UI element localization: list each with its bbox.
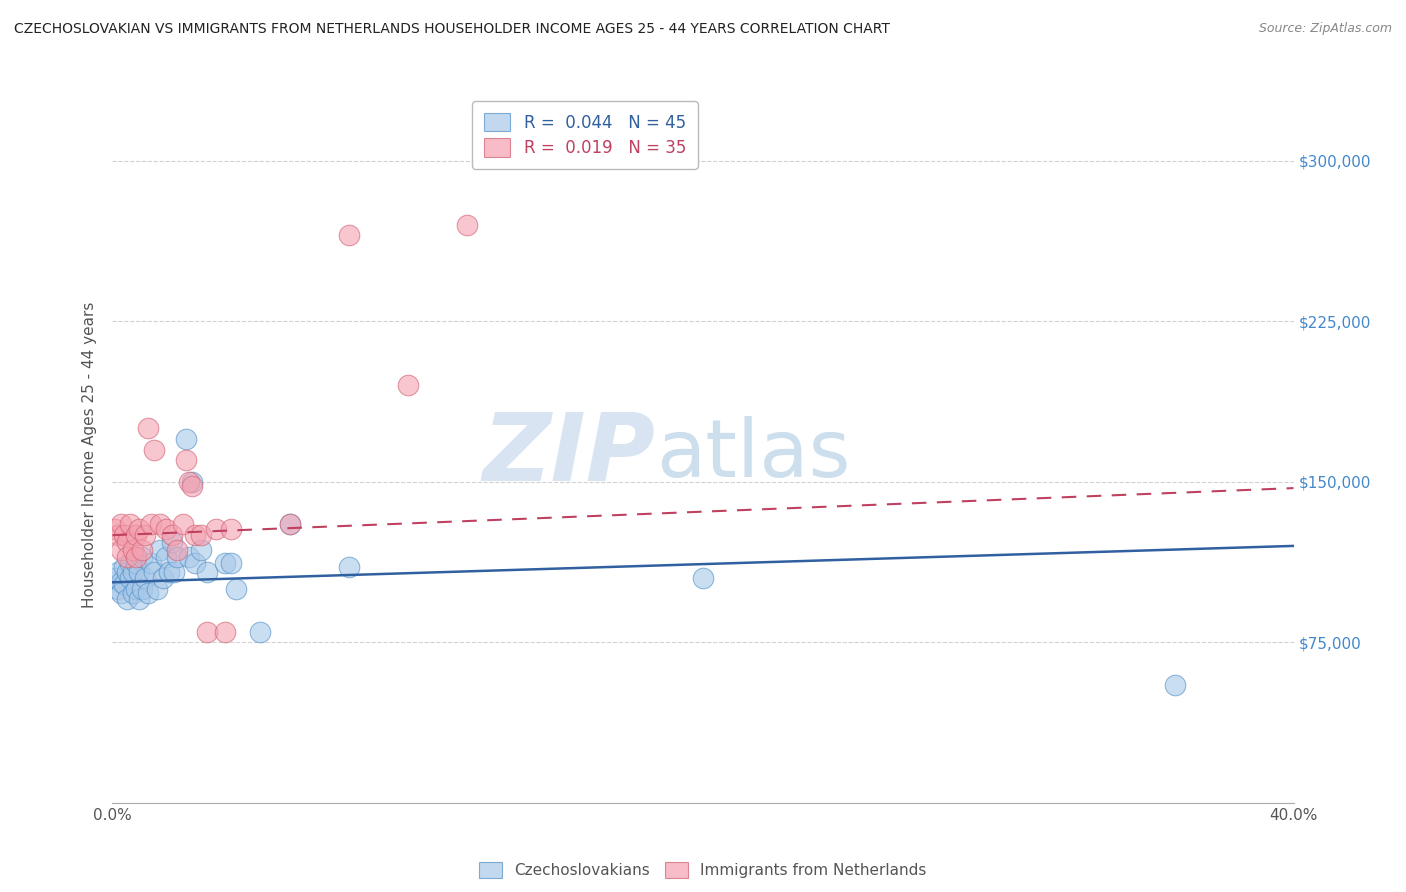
Point bbox=[179, 475, 201, 489]
Text: atlas: atlas bbox=[655, 416, 851, 494]
Point bbox=[190, 543, 212, 558]
Point bbox=[184, 556, 207, 570]
Point bbox=[125, 549, 148, 564]
Point bbox=[110, 543, 132, 558]
Point bbox=[120, 556, 142, 570]
Point bbox=[214, 556, 236, 570]
Point bbox=[120, 571, 142, 585]
Point bbox=[278, 517, 301, 532]
Point bbox=[163, 565, 186, 579]
Point bbox=[120, 517, 142, 532]
Point bbox=[155, 549, 177, 564]
Point bbox=[337, 228, 360, 243]
Text: ZIP: ZIP bbox=[482, 409, 655, 501]
Point bbox=[122, 565, 145, 579]
Legend: Czechoslovakians, Immigrants from Netherlands: Czechoslovakians, Immigrants from Nether… bbox=[471, 855, 935, 886]
Point bbox=[160, 534, 183, 549]
Point bbox=[157, 565, 180, 579]
Point bbox=[131, 549, 153, 564]
Point bbox=[128, 522, 150, 536]
Point bbox=[142, 565, 165, 579]
Point bbox=[104, 522, 127, 536]
Point bbox=[131, 543, 153, 558]
Point bbox=[692, 571, 714, 585]
Point bbox=[249, 624, 271, 639]
Point bbox=[134, 528, 156, 542]
Point bbox=[179, 549, 201, 564]
Point bbox=[184, 528, 207, 542]
Point bbox=[107, 582, 129, 596]
Point bbox=[181, 479, 204, 493]
Point bbox=[117, 534, 138, 549]
Point bbox=[122, 543, 145, 558]
Point bbox=[174, 432, 197, 446]
Point bbox=[146, 582, 169, 596]
Point bbox=[139, 556, 162, 570]
Point bbox=[110, 575, 132, 590]
Text: Source: ZipAtlas.com: Source: ZipAtlas.com bbox=[1258, 22, 1392, 36]
Point bbox=[136, 586, 159, 600]
Point bbox=[195, 624, 218, 639]
Point bbox=[219, 556, 242, 570]
Point bbox=[172, 517, 194, 532]
Point bbox=[134, 571, 156, 585]
Point bbox=[219, 522, 242, 536]
Point bbox=[190, 528, 212, 542]
Point bbox=[104, 571, 127, 585]
Point bbox=[117, 565, 138, 579]
Point bbox=[278, 517, 301, 532]
Point bbox=[136, 421, 159, 435]
Point bbox=[131, 582, 153, 596]
Point bbox=[195, 565, 218, 579]
Point bbox=[112, 528, 135, 542]
Point bbox=[149, 517, 172, 532]
Point bbox=[107, 528, 129, 542]
Text: CZECHOSLOVAKIAN VS IMMIGRANTS FROM NETHERLANDS HOUSEHOLDER INCOME AGES 25 - 44 Y: CZECHOSLOVAKIAN VS IMMIGRANTS FROM NETHE… bbox=[14, 22, 890, 37]
Point bbox=[337, 560, 360, 574]
Point bbox=[1164, 678, 1187, 692]
Point bbox=[122, 586, 145, 600]
Point bbox=[128, 565, 150, 579]
Point bbox=[117, 549, 138, 564]
Point bbox=[125, 582, 148, 596]
Point bbox=[166, 543, 188, 558]
Point bbox=[396, 378, 419, 392]
Point bbox=[152, 571, 174, 585]
Point bbox=[110, 586, 132, 600]
Point bbox=[205, 522, 228, 536]
Point bbox=[225, 582, 247, 596]
Point bbox=[125, 556, 148, 570]
Point bbox=[166, 549, 188, 564]
Point bbox=[112, 560, 135, 574]
Point bbox=[112, 577, 135, 591]
Point bbox=[107, 565, 129, 579]
Point bbox=[456, 218, 478, 232]
Point bbox=[149, 543, 172, 558]
Point bbox=[181, 475, 204, 489]
Point bbox=[155, 522, 177, 536]
Point bbox=[160, 528, 183, 542]
Point bbox=[110, 517, 132, 532]
Point bbox=[117, 592, 138, 607]
Point bbox=[139, 517, 162, 532]
Point bbox=[128, 592, 150, 607]
Point bbox=[214, 624, 236, 639]
Point bbox=[125, 528, 148, 542]
Y-axis label: Householder Income Ages 25 - 44 years: Householder Income Ages 25 - 44 years bbox=[82, 301, 97, 608]
Point bbox=[142, 442, 165, 457]
Point bbox=[174, 453, 197, 467]
